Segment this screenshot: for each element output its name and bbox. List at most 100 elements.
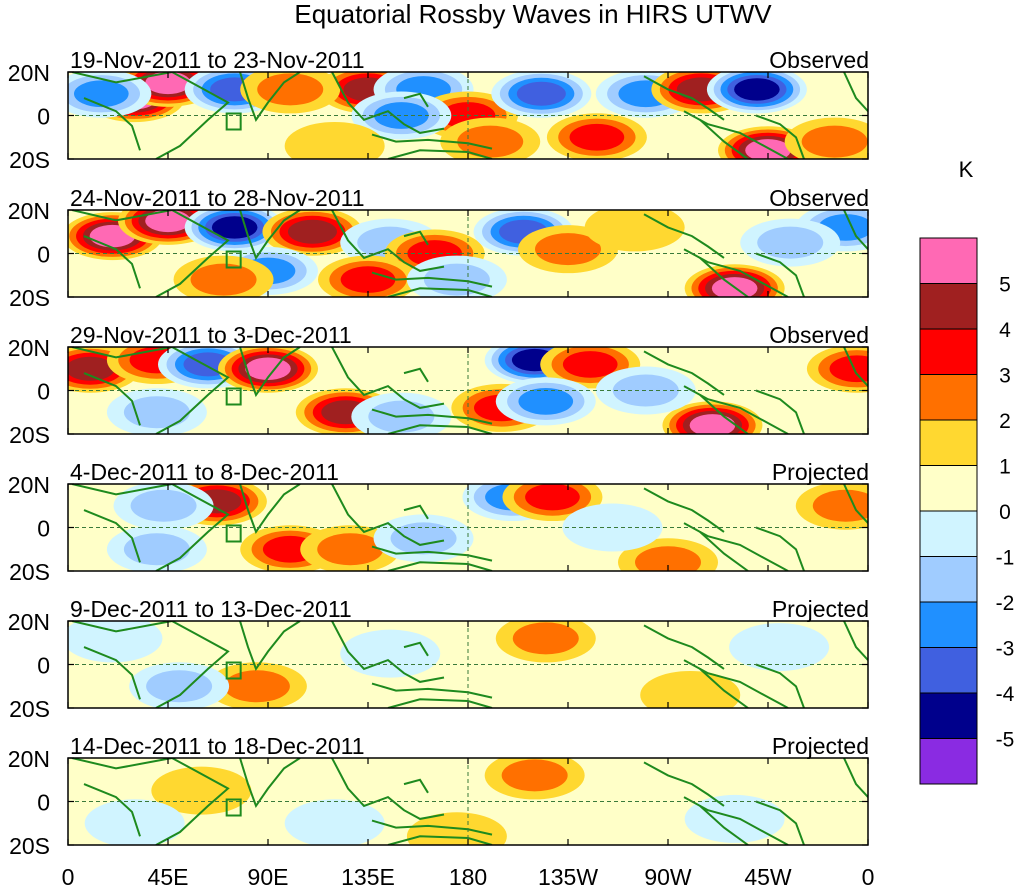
contour-blob [223,670,290,703]
coastline [71,758,230,845]
coastline [843,210,868,250]
coastline [403,92,429,108]
contour-blob [123,396,190,429]
contour-blob [340,629,441,678]
island-outline [225,661,242,680]
contour-blob [74,80,129,108]
contour-blob [390,522,457,555]
coastline [755,114,805,159]
coastline [699,531,749,571]
colorbar-tick-label: 4 [999,319,1011,342]
panel-period: 24-Nov-2011 to 28-Nov-2011 [70,185,365,211]
x-tick-label: 0 [62,864,75,890]
colorbar-tick-label: 3 [999,365,1011,388]
panel-label: Projected [772,733,869,759]
island-outline [225,112,242,131]
coastline [71,72,230,159]
island-outline [225,250,242,269]
coastline [239,758,301,809]
colorbar-swatch [919,374,978,421]
contour-blob [457,125,524,158]
coastline [71,621,230,708]
coastline [643,213,725,259]
coastline [387,287,493,297]
x-tick-label: 90W [644,864,692,890]
contour-blob [84,799,185,845]
y-tick-label: 20N [8,609,50,635]
y-tick-label: 20N [8,335,50,361]
contour-blob [287,219,337,244]
coastline [331,210,445,272]
x-tick-label: 0 [862,864,875,890]
coastline [71,484,230,571]
contour-blob [257,73,324,106]
panel-period: 9-Dec-2011 to 13-Dec-2011 [70,596,352,622]
contour-blob [501,759,568,792]
coastline [699,805,749,845]
coastline [683,659,789,708]
panel-period: 14-Dec-2011 to 18-Dec-2011 [70,733,365,759]
coastline [843,758,868,798]
contour-blob [684,794,785,843]
y-tick-label: 20S [9,833,50,859]
coastline [371,682,493,699]
coastline [387,149,493,159]
contour-blob [562,503,663,552]
panel: 20N 0 20S 14-Dec-2011 to 18-Dec-2011 Project… [8,733,869,859]
coastline [71,210,230,297]
x-axis: 0 45E 90E 135E 180 135W 90W 45W 0 [62,864,875,890]
panel-label: Observed [769,185,869,211]
coastline [403,367,429,383]
contour-blob [512,622,579,655]
panel-period: 4-Dec-2011 to 8-Dec-2011 [70,459,339,485]
y-tick-label: 20S [9,285,50,311]
chart-title: Equatorial Rossby Waves in HIRS UTWV [294,0,772,29]
contour-blob [146,670,213,703]
coastline [755,526,805,571]
coastline [331,347,445,409]
coastline [843,621,868,661]
coastline [683,248,789,297]
panel-period: 29-Nov-2011 to 3-Dec-2011 [70,322,352,348]
colorbar-tick-label: 5 [999,274,1011,297]
coastline [843,72,868,112]
coastline [403,504,429,520]
coastline [387,835,493,845]
colorbar-swatch [919,647,978,694]
contour-blob [284,121,385,159]
panel: 20N 0 20S 24-Nov-2011 to 28-Nov-2011 Observe… [8,185,869,311]
colorbar-swatch [919,419,978,466]
coastline [403,641,429,657]
colorbar-tick-label: 1 [999,456,1011,479]
contour-blob [190,263,257,296]
contour-blob [68,356,115,381]
contour-blob [729,623,830,672]
contour-blob [123,533,190,566]
island-outline [225,524,242,543]
colorbar-swatch [919,328,978,375]
contour-blob [689,414,736,434]
panel-label: Projected [772,459,869,485]
contour-blob [340,266,396,293]
y-tick-label: 20N [8,60,50,86]
panel: 20N 0 20S 4-Dec-2011 to 8-Dec-2011 Projected [8,459,869,585]
coastline [71,347,230,434]
coastline [643,487,725,533]
contour-blob [317,533,384,566]
colorbar-swatch [919,283,978,330]
y-tick-label: 20S [9,147,50,173]
colorbar-swatch [919,510,978,557]
island-outline [225,387,242,406]
contour-blob [635,546,701,571]
colorbar-tick-label: -5 [996,729,1015,752]
coastline [83,372,141,426]
panel-label: Observed [769,322,869,348]
contour-blob [535,233,601,266]
panel-label: Projected [772,596,869,622]
colorbar-swatch [919,237,978,284]
y-tick-label: 0 [37,242,50,268]
panel: 20N 0 20S 9-Dec-2011 to 13-Dec-2011 Projecte… [8,596,869,722]
coastline [371,133,493,150]
coastline [643,75,725,121]
colorbar-tick-label: -1 [996,547,1015,570]
